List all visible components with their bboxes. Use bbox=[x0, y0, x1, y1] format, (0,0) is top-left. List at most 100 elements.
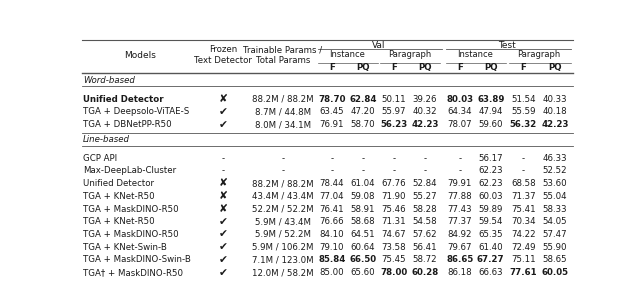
Text: 78.00: 78.00 bbox=[380, 268, 408, 277]
Text: 61.04: 61.04 bbox=[351, 179, 375, 188]
Text: 56.17: 56.17 bbox=[479, 154, 503, 163]
Text: Max-DeepLab-Cluster: Max-DeepLab-Cluster bbox=[83, 166, 176, 176]
Text: 86.65: 86.65 bbox=[446, 255, 474, 264]
Text: 75.41: 75.41 bbox=[511, 205, 536, 214]
Text: 77.04: 77.04 bbox=[319, 192, 344, 201]
Text: GCP API: GCP API bbox=[83, 154, 117, 163]
Text: 5.9M / 52.2M: 5.9M / 52.2M bbox=[255, 230, 311, 239]
Text: -: - bbox=[458, 166, 461, 176]
Text: ✔: ✔ bbox=[219, 230, 228, 239]
Text: 56.32: 56.32 bbox=[509, 120, 537, 129]
Text: -: - bbox=[423, 166, 426, 176]
Text: 71.31: 71.31 bbox=[381, 217, 406, 226]
Text: 50.11: 50.11 bbox=[381, 95, 406, 104]
Text: Instance: Instance bbox=[458, 50, 493, 59]
Text: Frozen
Text Detector: Frozen Text Detector bbox=[195, 45, 252, 64]
Text: TGA + KNet-R50: TGA + KNet-R50 bbox=[83, 192, 155, 201]
Text: F: F bbox=[391, 64, 397, 72]
Text: TGA + KNet-R50: TGA + KNet-R50 bbox=[83, 217, 155, 226]
Text: 76.91: 76.91 bbox=[319, 120, 344, 129]
Text: 63.45: 63.45 bbox=[319, 108, 344, 116]
Text: 64.34: 64.34 bbox=[447, 108, 472, 116]
Text: 80.03: 80.03 bbox=[446, 95, 474, 104]
Text: -: - bbox=[362, 166, 364, 176]
Text: Word-based: Word-based bbox=[83, 76, 135, 85]
Text: 62.23: 62.23 bbox=[479, 179, 503, 188]
Text: ✘: ✘ bbox=[219, 191, 228, 201]
Text: 84.10: 84.10 bbox=[319, 230, 344, 239]
Text: 60.05: 60.05 bbox=[541, 268, 568, 277]
Text: 58.68: 58.68 bbox=[351, 217, 375, 226]
Text: 52.84: 52.84 bbox=[413, 179, 437, 188]
Text: 40.18: 40.18 bbox=[543, 108, 568, 116]
Text: 71.90: 71.90 bbox=[381, 192, 406, 201]
Text: 63.89: 63.89 bbox=[477, 95, 504, 104]
Text: 88.2M / 88.2M: 88.2M / 88.2M bbox=[252, 179, 314, 188]
Text: 72.49: 72.49 bbox=[511, 243, 536, 252]
Text: 52.52: 52.52 bbox=[543, 166, 568, 176]
Text: 84.92: 84.92 bbox=[447, 230, 472, 239]
Text: PQ: PQ bbox=[484, 64, 497, 72]
Text: 46.33: 46.33 bbox=[543, 154, 568, 163]
Text: 58.28: 58.28 bbox=[413, 205, 437, 214]
Text: 52.2M / 52.2M: 52.2M / 52.2M bbox=[252, 205, 314, 214]
Text: -: - bbox=[222, 166, 225, 176]
Text: 59.08: 59.08 bbox=[351, 192, 375, 201]
Text: 57.62: 57.62 bbox=[413, 230, 437, 239]
Text: Paragraph: Paragraph bbox=[388, 50, 431, 59]
Text: Trainable Params /
Total Params: Trainable Params / Total Params bbox=[243, 45, 323, 64]
Text: 12.0M / 58.2M: 12.0M / 58.2M bbox=[252, 268, 314, 277]
Text: -: - bbox=[392, 154, 396, 163]
Text: PQ: PQ bbox=[356, 64, 370, 72]
Text: 79.67: 79.67 bbox=[447, 243, 472, 252]
Text: 67.27: 67.27 bbox=[477, 255, 504, 264]
Text: 53.60: 53.60 bbox=[543, 179, 568, 188]
Text: 40.32: 40.32 bbox=[413, 108, 437, 116]
Text: 7.1M / 123.0M: 7.1M / 123.0M bbox=[252, 255, 314, 264]
Text: 5.9M / 43.4M: 5.9M / 43.4M bbox=[255, 217, 311, 226]
Text: Test: Test bbox=[499, 41, 516, 50]
Text: 58.70: 58.70 bbox=[351, 120, 375, 129]
Text: 55.04: 55.04 bbox=[543, 192, 568, 201]
Text: TGA + DBNetPP-R50: TGA + DBNetPP-R50 bbox=[83, 120, 172, 129]
Text: 56.23: 56.23 bbox=[380, 120, 408, 129]
Text: 59.89: 59.89 bbox=[479, 205, 503, 214]
Text: 78.07: 78.07 bbox=[447, 120, 472, 129]
Text: 60.28: 60.28 bbox=[412, 268, 438, 277]
Text: 77.43: 77.43 bbox=[447, 205, 472, 214]
Text: 75.46: 75.46 bbox=[381, 205, 406, 214]
Text: Line-based: Line-based bbox=[83, 135, 130, 144]
Text: 8.7M / 44.8M: 8.7M / 44.8M bbox=[255, 108, 311, 116]
Text: Unified Detector: Unified Detector bbox=[83, 95, 164, 104]
Text: -: - bbox=[522, 166, 525, 176]
Text: 60.03: 60.03 bbox=[479, 192, 503, 201]
Text: 8.0M / 34.1M: 8.0M / 34.1M bbox=[255, 120, 311, 129]
Text: F: F bbox=[520, 64, 526, 72]
Text: TGA + MaskDINO-R50: TGA + MaskDINO-R50 bbox=[83, 230, 179, 239]
Text: TGA + MaskDINO-Swin-B: TGA + MaskDINO-Swin-B bbox=[83, 255, 191, 264]
Text: -: - bbox=[330, 166, 333, 176]
Text: 85.00: 85.00 bbox=[319, 268, 344, 277]
Text: 76.41: 76.41 bbox=[319, 205, 344, 214]
Text: ✔: ✔ bbox=[219, 217, 228, 227]
Text: 76.66: 76.66 bbox=[319, 217, 344, 226]
Text: Paragraph: Paragraph bbox=[518, 50, 561, 59]
Text: 62.84: 62.84 bbox=[349, 95, 376, 104]
Text: 43.4M / 43.4M: 43.4M / 43.4M bbox=[252, 192, 314, 201]
Text: 57.47: 57.47 bbox=[543, 230, 568, 239]
Text: 65.60: 65.60 bbox=[351, 268, 375, 277]
Text: 78.70: 78.70 bbox=[318, 95, 346, 104]
Text: Val: Val bbox=[372, 41, 385, 50]
Text: 71.37: 71.37 bbox=[511, 192, 536, 201]
Text: Instance: Instance bbox=[330, 50, 365, 59]
Text: ✔: ✔ bbox=[219, 120, 228, 129]
Text: 85.84: 85.84 bbox=[318, 255, 346, 264]
Text: 77.61: 77.61 bbox=[509, 268, 537, 277]
Text: 58.65: 58.65 bbox=[543, 255, 568, 264]
Text: 47.94: 47.94 bbox=[479, 108, 503, 116]
Text: 67.76: 67.76 bbox=[381, 179, 406, 188]
Text: -: - bbox=[423, 154, 426, 163]
Text: 74.22: 74.22 bbox=[511, 230, 536, 239]
Text: 65.35: 65.35 bbox=[479, 230, 503, 239]
Text: 88.2M / 88.2M: 88.2M / 88.2M bbox=[252, 95, 314, 104]
